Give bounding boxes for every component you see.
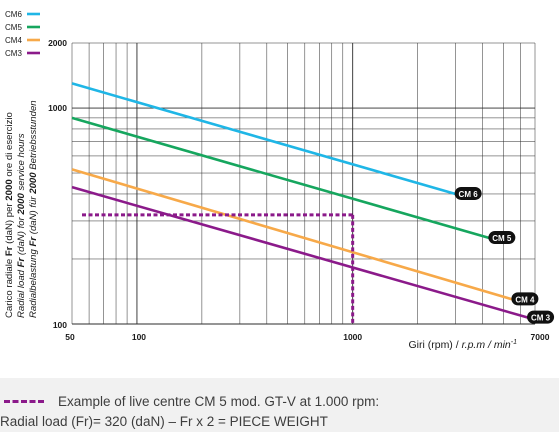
- x-tick-label: 50: [65, 332, 75, 342]
- example-note-text: Example of live centre CM 5 mod. GT-V at…: [58, 394, 380, 409]
- footer-note: Example of live centre CM 5 mod. GT-V at…: [0, 378, 559, 432]
- y-tick-label: 2000: [48, 38, 67, 48]
- y-axis-label-part: Radial load: [16, 267, 27, 318]
- example-dash-swatch: [4, 400, 44, 403]
- example-note: Example of live centre CM 5 mod. GT-V at…: [4, 394, 379, 409]
- x-tick-label: 100: [132, 332, 146, 342]
- y-axis-label-part: Fr: [28, 236, 39, 247]
- series-tag-label: CM 5: [492, 234, 512, 243]
- series-tag-cm3: CM 3: [527, 310, 555, 324]
- series-line-cm6: [71, 82, 456, 196]
- formula-note: Radial load (Fr)= 320 (daN) – Fr x 2 = P…: [0, 414, 328, 429]
- series-tag-cm6: CM 6: [454, 186, 482, 200]
- y-axis-label-part: (daN) for: [16, 215, 27, 258]
- y-axis-label-line-1: Carico radiale Fr (daN) per 2000 ore di …: [4, 112, 15, 318]
- y-tick-label: 1000: [48, 103, 67, 113]
- series-line-cm3: [71, 185, 529, 319]
- series-tag-cm4: CM 4: [511, 292, 539, 306]
- series-tag-label: CM 3: [531, 314, 551, 323]
- y-axis-label-part: 2000: [16, 193, 27, 216]
- y-axis-label-line-3: Radialbelastung Fr (daN) für 2000 Betrie…: [28, 100, 39, 318]
- y-axis-label-part: Betriebsstunden: [28, 100, 39, 172]
- legend-label-cm4: CM4: [5, 36, 22, 45]
- series-tag-bg: [527, 310, 555, 324]
- series-tag-bg: [488, 231, 516, 245]
- y-axis-label-line-2: Radial load Fr (daN) for 2000 service ho…: [16, 133, 27, 318]
- legend-label-cm6: CM6: [5, 10, 22, 19]
- y-axis-label-part: (daN) für: [28, 194, 39, 237]
- y-axis-label-part: service hours: [16, 133, 27, 193]
- series-tag-bg: [454, 186, 482, 200]
- x-tick-label: 1000: [343, 332, 362, 342]
- x-axis-label-unit: r.p.m / min: [462, 339, 511, 351]
- radial-load-chart: CM 6 CM 5 CM 4 CM 3 50 100 1000 7000 100 1000 2000…: [4, 10, 555, 351]
- y-axis-label-part: Radialbelastung: [28, 247, 39, 318]
- y-axis-label-part: ore di esercizio: [4, 112, 15, 179]
- series-line-cm5: [71, 116, 490, 240]
- series-tag-label: CM 4: [515, 295, 535, 304]
- y-axis-label-part: 2000: [4, 179, 15, 200]
- series-tag-bg: [511, 292, 539, 306]
- y-axis-label-part: 2000: [28, 172, 39, 195]
- legend-label-cm5: CM5: [5, 23, 22, 32]
- series-tag-label: CM 6: [459, 190, 479, 199]
- series-line-cm4: [71, 168, 513, 301]
- y-axis-label-part: (daN) per: [4, 201, 15, 247]
- y-axis-label-part: Fr: [16, 256, 27, 267]
- legend-label-cm3: CM3: [5, 49, 22, 58]
- x-axis-label-exp: -1: [511, 339, 517, 346]
- y-axis-label-part: Fr: [4, 246, 15, 256]
- y-tick-label: 100: [53, 320, 67, 330]
- series-tag-cm5: CM 5: [488, 231, 516, 245]
- x-axis-label-main: Giri (rpm) /: [408, 339, 461, 351]
- y-axis-label-part: Carico radiale: [4, 256, 15, 318]
- x-tick-label: 7000: [531, 332, 550, 342]
- x-axis-label: Giri (rpm) / r.p.m / min-1: [408, 339, 517, 351]
